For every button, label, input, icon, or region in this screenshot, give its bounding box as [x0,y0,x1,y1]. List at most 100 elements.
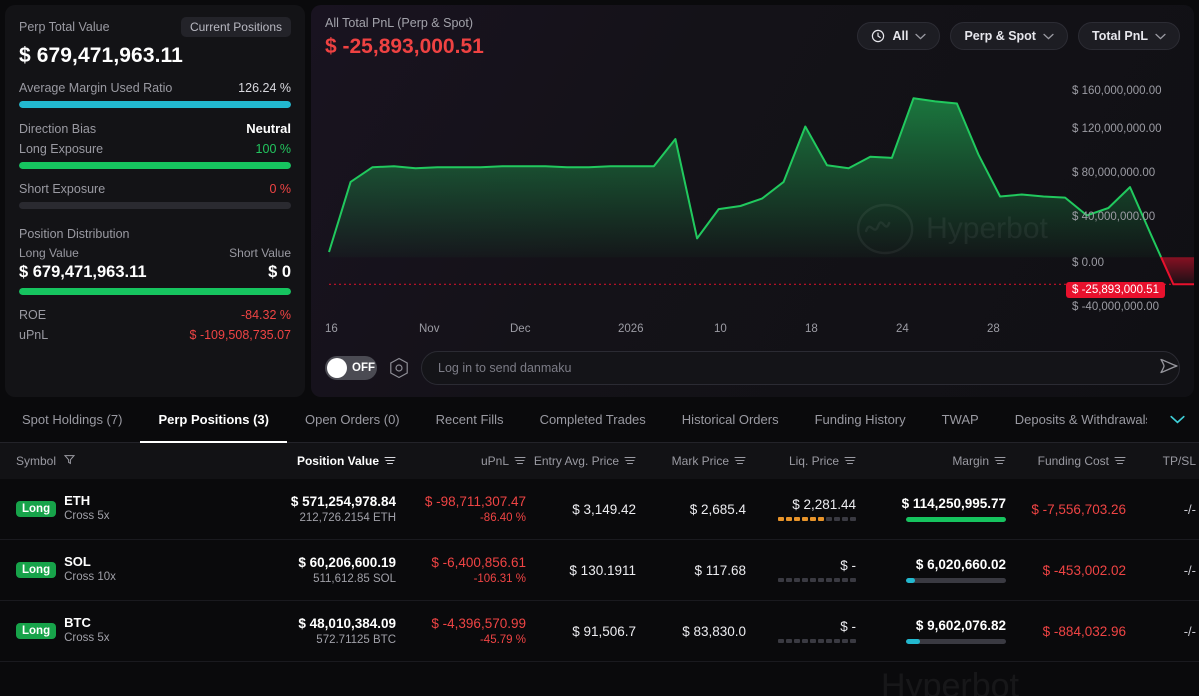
cell-liq-price: $ - [746,619,856,643]
toggle-knob [327,358,347,378]
x-tick: 16 [325,323,338,335]
entry-price: $ 130.1911 [569,562,636,578]
sort-icon[interactable] [514,454,526,468]
x-tick: 18 [805,323,818,335]
column-funding-cost[interactable]: Funding Cost [1006,454,1126,468]
column-label: Funding Cost [1037,454,1109,468]
entry-price: $ 3,149.42 [572,501,636,517]
tab-label: TWAP [941,412,979,427]
positions-tabs: Spot Holdings (7) Perp Positions (3) Ope… [0,397,1199,443]
tab-historical-orders[interactable]: Historical Orders [664,397,797,443]
danmaku-toggle-label: OFF [352,362,375,374]
sort-icon[interactable] [624,454,636,468]
funding-cost: $ -884,032.96 [1042,623,1126,639]
column-tpsl[interactable]: TP/SL [1126,454,1196,468]
leverage-mode: Cross 10x [64,571,116,584]
table-row[interactable]: Long ETH Cross 5x $ 571,254,978.84 212,726.2… [0,479,1199,540]
column-label: Mark Price [671,454,729,468]
column-symbol[interactable]: Symbol [16,454,231,468]
cell-liq-price: $ 2,281.44 [746,497,856,521]
clock-icon [871,29,885,43]
side-badge: Long [16,623,57,639]
sort-icon[interactable] [1114,454,1126,468]
tab-label: Historical Orders [681,412,779,427]
roe-row: ROE -84.32 % [19,308,291,322]
tab-label: Recent Fills [435,412,504,427]
metric-dropdown[interactable]: Total PnL [1077,22,1180,50]
cell-position-value: $ 571,254,978.84 212,726.2154 ETH [231,494,396,524]
cell-mark-price: $ 117.68 [636,563,746,578]
leverage-mode: Cross 5x [64,510,110,523]
table-row[interactable]: Long BTC Cross 5x $ 48,010,384.09 572.71125 … [0,601,1199,662]
cell-entry-price: $ 130.1911 [526,563,636,578]
chart-title-group: All Total PnL (Perp & Spot) $ -25,893,00… [325,16,484,59]
chart-plot-area[interactable]: Hyperbot $ 160,000,000.00 $ 120,000,000.… [311,61,1194,321]
symbol-text: BTC Cross 5x [64,615,109,645]
sort-icon[interactable] [844,454,856,468]
danmaku-input[interactable] [421,351,1180,385]
tab-label: Completed Trades [539,412,646,427]
distribution-values: $ 679,471,963.11 $ 0 [19,263,291,282]
column-label: Symbol [16,454,57,468]
liq-price: $ 2,281.44 [792,497,856,512]
cell-tpsl: -/- [1126,624,1196,639]
table-row[interactable]: Long SOL Cross 10x $ 60,206,600.19 511,612.8… [0,540,1199,601]
position-value: $ 571,254,978.84 [290,494,396,509]
tab-twap[interactable]: TWAP [924,397,997,443]
column-entry-avg-price[interactable]: Entry Avg. Price [526,454,636,468]
short-exposure-row: Short Exposure 0 % [19,182,291,196]
column-margin[interactable]: Margin [856,454,1006,468]
avg-margin-row: Average Margin Used Ratio 126.24 % [19,81,291,95]
cell-funding-cost: $ -7,556,703.26 [1006,502,1126,517]
long-exposure-label: Long Exposure [19,142,104,156]
tab-recent-fills[interactable]: Recent Fills [418,397,522,443]
metric-label: Total PnL [1091,29,1148,43]
column-mark-price[interactable]: Mark Price [636,454,746,468]
sort-icon[interactable] [384,454,396,468]
tab-funding-history[interactable]: Funding History [797,397,924,443]
avg-margin-bar [19,101,291,108]
sort-icon[interactable] [994,454,1006,468]
column-upnl[interactable]: uPnL [396,454,526,468]
sort-icon[interactable] [734,454,746,468]
mark-price: $ 2,685.4 [689,501,746,517]
table-watermark: Hyperbot [881,667,1019,696]
pnl-chart-panel: All Total PnL (Perp & Spot) $ -25,893,00… [311,5,1194,397]
distribution-headers: Long Value Short Value [19,246,291,260]
danmaku-settings-icon[interactable] [389,357,409,379]
send-icon[interactable] [1158,356,1180,381]
cell-symbol: Long SOL Cross 10x [16,554,231,584]
danmaku-toggle[interactable]: OFF [325,356,377,380]
timeframe-dropdown[interactable]: All [857,22,941,50]
x-tick: Nov [419,323,440,335]
short-exposure-bar [19,202,291,209]
long-exposure-row: Long Exposure 100 % [19,142,291,156]
column-label: Liq. Price [788,454,839,468]
chevron-down-icon [1155,33,1166,40]
tab-deposits-withdrawals[interactable]: Deposits & Withdrawals [997,397,1147,443]
upnl-label: uPnL [19,328,49,342]
cell-symbol: Long BTC Cross 5x [16,615,231,645]
side-badge: Long [16,562,57,578]
market-type-dropdown[interactable]: Perp & Spot [950,22,1068,50]
cell-position-value: $ 60,206,600.19 511,612.85 SOL [231,555,396,585]
column-position-value[interactable]: Position Value [231,454,396,468]
filter-icon[interactable] [63,454,76,468]
tab-open-orders[interactable]: Open Orders (0) [287,397,418,443]
column-liq-price[interactable]: Liq. Price [746,454,856,468]
tab-completed-trades[interactable]: Completed Trades [522,397,664,443]
current-positions-chip[interactable]: Current Positions [180,17,291,37]
tabs-overflow-chevron-down-icon[interactable] [1160,411,1195,429]
distribution-bar [19,288,291,295]
chart-x-axis: 16 Nov Dec 2026 10 18 24 28 [311,321,1194,345]
position-distribution-label: Position Distribution [19,227,130,241]
cell-tpsl: -/- [1126,502,1196,517]
y-tick: $ 0.00 [1072,257,1104,269]
y-tick: $ 80,000,000.00 [1072,167,1156,179]
tab-perp-positions[interactable]: Perp Positions (3) [140,397,287,443]
tab-label: Open Orders (0) [304,412,400,427]
tab-spot-holdings[interactable]: Spot Holdings (7) [16,397,140,443]
direction-bias-row: Direction Bias Neutral [19,121,291,136]
cell-mark-price: $ 83,830.0 [636,624,746,639]
cell-margin: $ 9,602,076.82 [856,618,1006,644]
